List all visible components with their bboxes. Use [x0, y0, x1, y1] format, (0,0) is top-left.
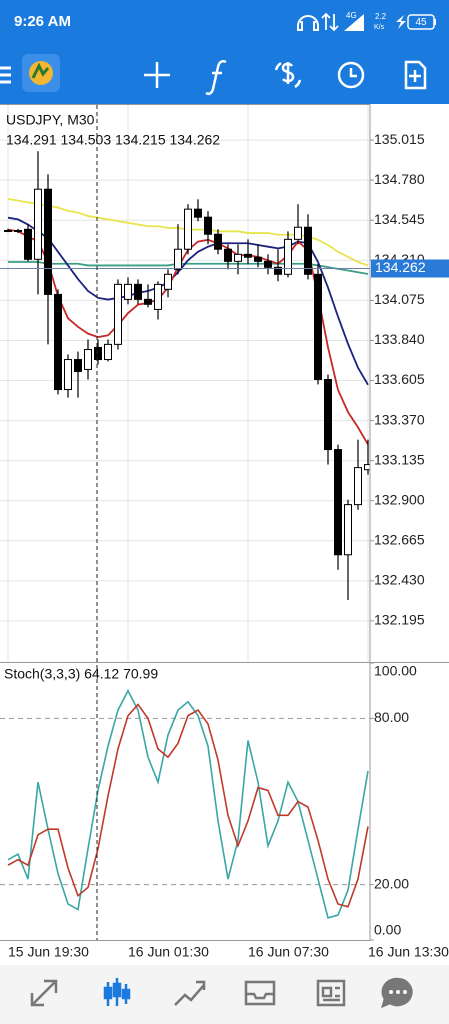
app-bar — [0, 0, 449, 104]
y-tick-label: 132.665 — [374, 531, 425, 547]
candle-body — [34, 188, 42, 260]
nav-chat[interactable] — [381, 977, 413, 1009]
x-tick-label: 16 Jun 13:30 — [368, 944, 449, 960]
last-price-box — [371, 259, 449, 278]
candle-body — [324, 378, 332, 451]
symbol: USDJPY, M30 — [6, 112, 95, 128]
speed-unit: K/s — [374, 24, 385, 31]
candle-body — [74, 359, 82, 372]
candle-body — [234, 253, 242, 262]
speed: 2.2 — [375, 12, 387, 21]
y-tick-label: 134.075 — [374, 291, 425, 307]
nav-trade[interactable] — [174, 980, 206, 1006]
candle-body — [294, 226, 302, 240]
y-tick-label: 0.00 — [374, 922, 401, 938]
candle-body — [194, 208, 202, 218]
battery: 45 — [415, 17, 427, 28]
toolbar — [0, 54, 427, 96]
y-tick-label: 133.605 — [374, 371, 425, 387]
candle-body — [304, 226, 312, 275]
y-tick-label: 134.780 — [374, 171, 425, 187]
plot-area — [0, 105, 370, 662]
candle-body — [184, 208, 192, 250]
network: 4G — [346, 11, 357, 20]
candle-body — [44, 188, 52, 295]
candle-body — [344, 504, 352, 556]
status-icons: 4G 2.2 K/s 45 — [297, 11, 436, 32]
candle-body — [264, 260, 272, 268]
candle-body — [364, 464, 370, 471]
candle-body — [354, 467, 362, 506]
y-tick-label: 133.840 — [374, 331, 425, 347]
candle-body — [244, 253, 252, 258]
candle-body — [114, 283, 122, 345]
candle-body — [4, 229, 12, 232]
candle-body — [54, 293, 62, 391]
y-tick-label: 135.015 — [374, 131, 425, 147]
candle-body — [314, 273, 322, 380]
candle-body — [144, 298, 152, 305]
last-price-label: 134.262 — [375, 259, 426, 275]
stoch-line — [7, 703, 369, 908]
new-order-tool[interactable] — [404, 60, 427, 90]
bottom-nav — [0, 965, 449, 1024]
candle-body — [104, 343, 112, 361]
nav-news[interactable] — [316, 979, 346, 1007]
nav-quotes[interactable] — [30, 979, 58, 1007]
y-tick-label: 132.195 — [374, 612, 425, 628]
candle-body — [334, 449, 342, 556]
x-tick-label: 16 Jun 01:30 — [128, 944, 209, 960]
candle-body — [84, 348, 92, 370]
candle-body — [154, 283, 162, 310]
candle-body — [224, 248, 232, 262]
symbol-tool[interactable] — [274, 61, 302, 89]
candle-body — [274, 266, 282, 275]
nav-history[interactable] — [244, 980, 276, 1006]
crosshair-tool[interactable] — [144, 62, 170, 88]
candle-body — [64, 359, 72, 391]
stoch-title: Stoch(3,3,3) 64.12 70.99 — [4, 666, 158, 682]
timeframe-tool[interactable] — [337, 61, 365, 89]
candle-body — [284, 238, 292, 275]
stoch-line — [7, 688, 369, 919]
candle-body — [94, 346, 102, 361]
y-tick-label: 132.430 — [374, 572, 425, 588]
candle-body — [214, 233, 222, 250]
menu-button[interactable] — [0, 66, 11, 84]
y-tick-label: 100.00 — [374, 663, 417, 679]
candle-body — [134, 283, 142, 300]
y-tick-label: 20.00 — [374, 875, 409, 891]
plot-area — [0, 688, 370, 919]
y-tick-label: 132.900 — [374, 491, 425, 507]
indicators-tool[interactable] — [205, 59, 227, 96]
candle-body — [164, 273, 172, 290]
x-tick-label: 16 Jun 07:30 — [248, 944, 329, 960]
y-tick-label: 133.370 — [374, 411, 425, 427]
ohlc-readout: 134.291 134.503 134.215 134.262 — [6, 132, 220, 148]
y-tick-label: 133.135 — [374, 451, 425, 467]
y-tick-label: 134.545 — [374, 211, 425, 227]
x-tick-label: 15 Jun 19:30 — [8, 944, 89, 960]
candle-body — [124, 283, 132, 300]
candle-body — [14, 229, 22, 232]
candle-body — [174, 248, 182, 270]
clock: 9:26 AM — [14, 13, 71, 30]
candle-body — [204, 216, 212, 235]
y-tick-label: 80.00 — [374, 709, 409, 725]
candle-body — [254, 256, 262, 262]
nav-chart[interactable] — [103, 978, 131, 1006]
candle-body — [24, 228, 32, 260]
